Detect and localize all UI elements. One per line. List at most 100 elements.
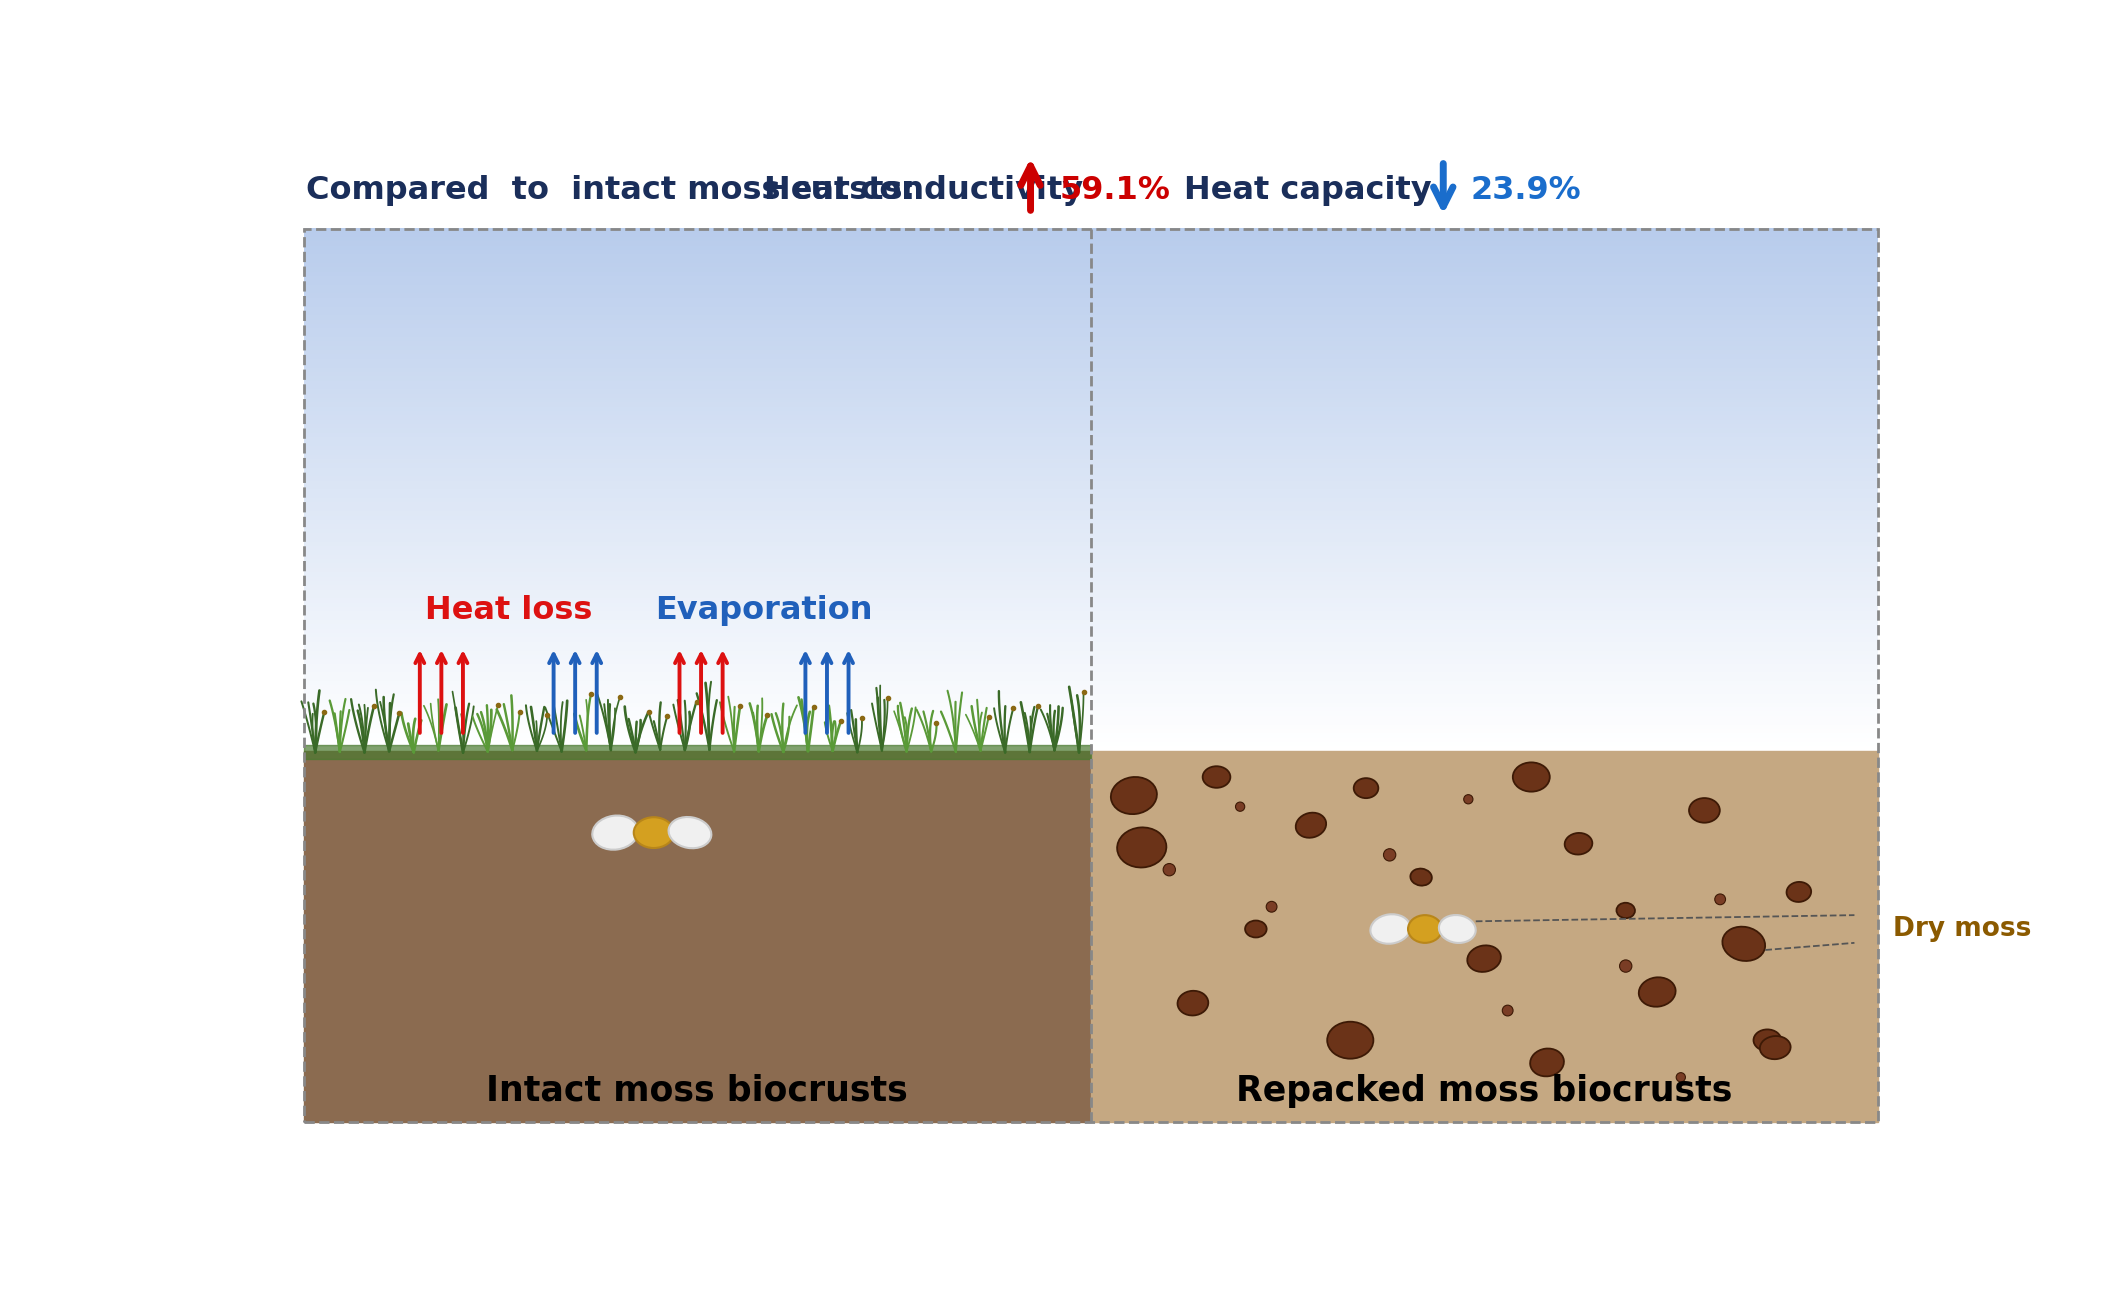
Ellipse shape [1353, 778, 1379, 798]
Bar [304, 729, 1877, 734]
Text: 23.9%: 23.9% [1470, 175, 1581, 206]
Bar [304, 250, 1877, 255]
Ellipse shape [1177, 991, 1209, 1015]
Bar [304, 685, 1877, 690]
Bar [304, 629, 1877, 633]
Ellipse shape [1564, 833, 1592, 855]
Bar [304, 467, 1877, 473]
Bar [304, 455, 1877, 460]
Bar [304, 642, 1877, 646]
Ellipse shape [592, 816, 638, 850]
Bar [304, 690, 1877, 694]
Bar [304, 534, 1877, 537]
Bar [304, 703, 1877, 707]
Bar [304, 585, 1877, 591]
Ellipse shape [1468, 945, 1500, 973]
Bar [304, 528, 1877, 534]
Bar [304, 433, 1877, 438]
Bar [304, 355, 1877, 359]
Bar [1090, 751, 1877, 1121]
Ellipse shape [1530, 1049, 1564, 1076]
Bar [304, 337, 1877, 342]
Text: 59.1%: 59.1% [1060, 175, 1170, 206]
Bar [304, 307, 1877, 311]
Bar [304, 611, 1877, 616]
Bar [304, 572, 1877, 576]
Text: Compared  to  intact moss cursts:: Compared to intact moss cursts: [306, 175, 915, 206]
Bar [304, 333, 1877, 338]
Ellipse shape [1722, 927, 1764, 961]
Bar [304, 554, 1877, 559]
Bar [304, 746, 1877, 751]
Ellipse shape [1117, 828, 1166, 868]
Bar [304, 546, 1877, 550]
Ellipse shape [1202, 767, 1230, 787]
Bar [304, 285, 1877, 290]
Bar [304, 416, 1877, 420]
Bar [304, 471, 1877, 477]
Ellipse shape [1328, 1022, 1373, 1059]
Text: Evaporation: Evaporation [655, 594, 872, 625]
Bar [304, 624, 1877, 629]
Bar [304, 315, 1877, 320]
Bar [304, 298, 1877, 303]
Bar [304, 423, 1877, 429]
Bar [304, 493, 1877, 499]
Bar [304, 742, 1877, 747]
Bar [304, 302, 1877, 307]
Bar [304, 655, 1877, 659]
Bar [304, 294, 1877, 298]
Bar [304, 607, 1877, 611]
Bar [304, 381, 1877, 386]
Bar [304, 394, 1877, 399]
Bar [304, 725, 1877, 729]
Bar [304, 390, 1877, 394]
Circle shape [1236, 802, 1245, 811]
Bar [304, 581, 1877, 585]
Bar [304, 442, 1877, 447]
Bar [304, 563, 1877, 569]
Bar [304, 407, 1877, 412]
Bar [304, 650, 1877, 655]
Ellipse shape [1617, 903, 1634, 918]
Bar [304, 694, 1877, 699]
Bar [304, 567, 1877, 572]
Bar [304, 372, 1877, 377]
Bar [304, 267, 1877, 272]
Bar [304, 559, 1877, 563]
Bar [304, 385, 1877, 390]
Bar [304, 677, 1877, 681]
Circle shape [1164, 864, 1175, 875]
Bar [304, 672, 1877, 677]
Ellipse shape [1788, 882, 1811, 901]
Bar [304, 490, 1877, 495]
Bar [304, 451, 1877, 455]
Bar [304, 329, 1877, 333]
Bar [304, 550, 1877, 556]
Ellipse shape [1370, 914, 1411, 944]
Bar [304, 716, 1877, 720]
Bar [304, 480, 1877, 486]
Bar [304, 228, 1877, 1121]
Bar [304, 228, 1877, 233]
Bar [304, 602, 1877, 607]
Bar [304, 276, 1877, 281]
Ellipse shape [1111, 777, 1158, 815]
Bar [304, 502, 1877, 508]
Bar [304, 541, 1877, 546]
Bar [304, 263, 1877, 268]
Ellipse shape [1296, 813, 1326, 838]
Bar [304, 272, 1877, 276]
Circle shape [1464, 795, 1473, 804]
Bar [304, 324, 1877, 329]
Ellipse shape [1411, 869, 1432, 886]
Bar [304, 637, 1877, 642]
Bar [304, 241, 1877, 246]
Bar [304, 620, 1877, 624]
Bar [304, 458, 1877, 464]
Bar [304, 411, 1877, 416]
Bar [304, 342, 1877, 346]
Bar [304, 594, 1877, 598]
Bar [304, 377, 1877, 381]
Bar [304, 668, 1877, 672]
